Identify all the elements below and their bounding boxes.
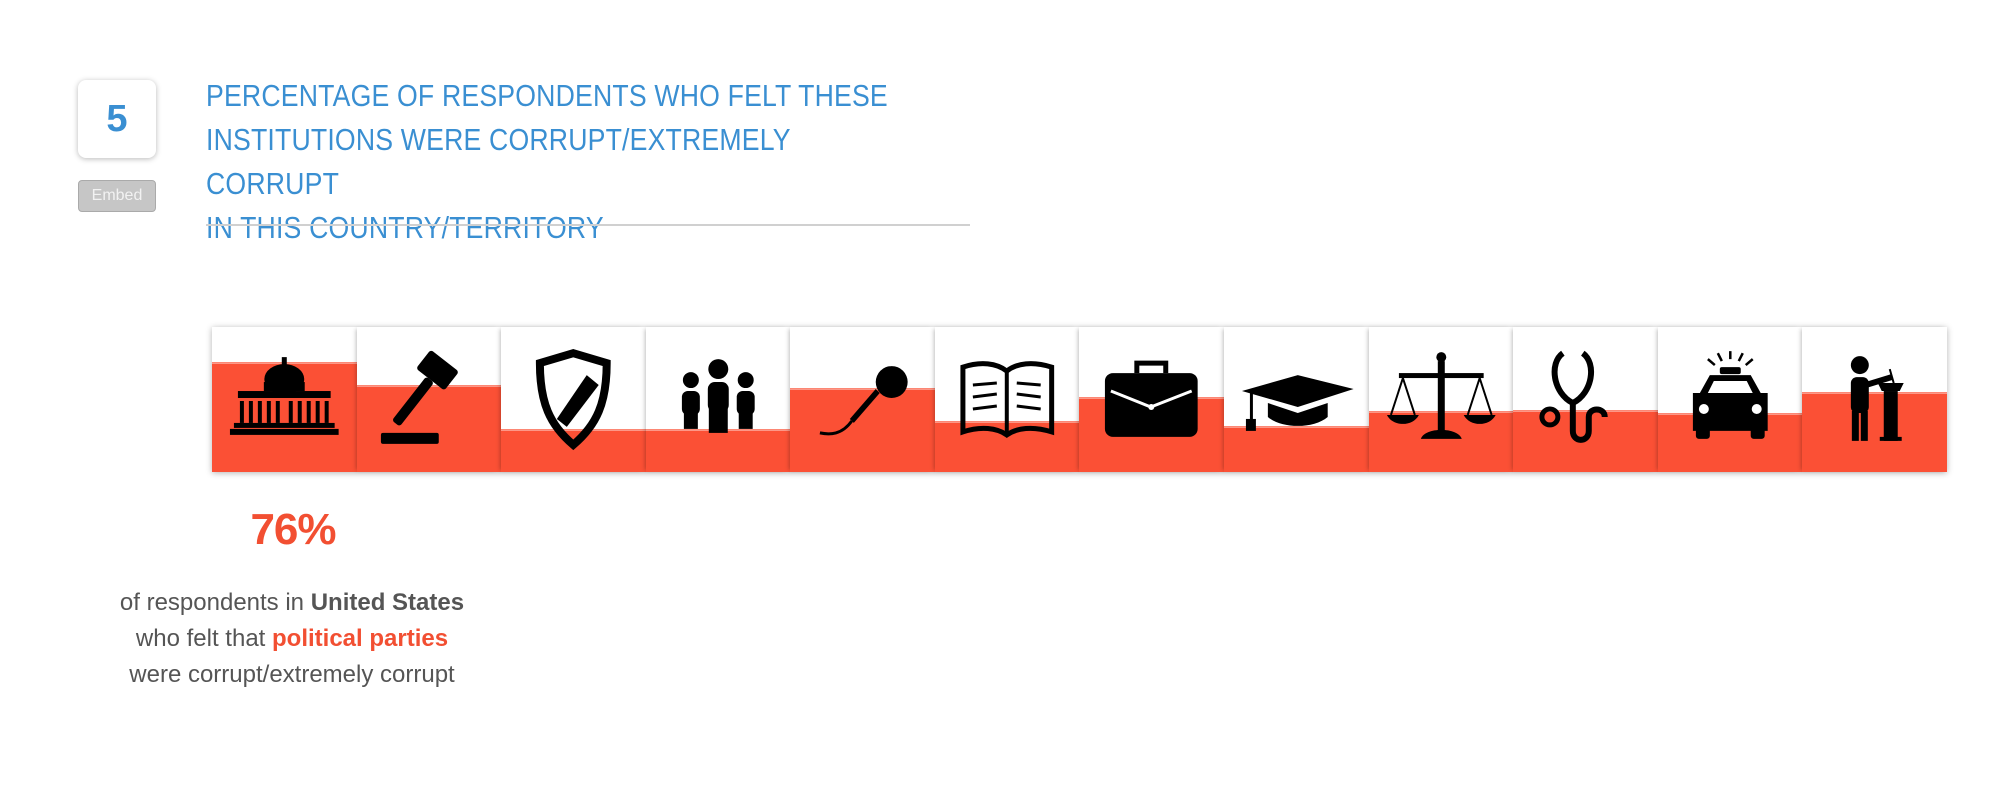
tile-gavel[interactable] <box>356 327 502 472</box>
bar-fill <box>645 425 791 472</box>
title-line-2: INSTITUTIONS WERE CORRUPT/EXTREMELY CORR… <box>206 122 791 201</box>
caption-country: United States <box>310 589 465 616</box>
tile-shield[interactable] <box>501 327 646 472</box>
selected-percent: 76% <box>250 505 336 554</box>
figure-number-badge: 5 <box>78 80 156 158</box>
tile-speaker-at-podium[interactable] <box>1802 327 1947 472</box>
tile-open-book[interactable] <box>934 327 1080 472</box>
title-line-1: PERCENTAGE OF RESPONDENTS WHO FELT THESE <box>206 78 888 113</box>
tile-police-car[interactable] <box>1657 327 1803 472</box>
shield-icon <box>536 348 611 451</box>
tile-capitol-building[interactable] <box>212 327 357 472</box>
scales-icon <box>1386 352 1496 439</box>
tile-briefcase[interactable] <box>1079 327 1225 472</box>
bar-fill <box>1802 389 1947 472</box>
stethoscope-icon <box>1539 350 1608 443</box>
microphone-icon <box>819 366 908 436</box>
graduation-cap-icon <box>1241 375 1354 431</box>
selected-caption: of respondents in United States who felt… <box>92 585 492 693</box>
caption-line-3: were corrupt/extremely corrupt <box>129 661 455 688</box>
gavel-icon <box>380 350 458 444</box>
tile-scales[interactable] <box>1368 327 1514 472</box>
chart-title: PERCENTAGE OF RESPONDENTS WHO FELT THESE… <box>206 74 894 250</box>
embed-button[interactable]: Embed <box>78 180 156 212</box>
title-line-3: IN THIS COUNTRY/TERRITORY <box>206 210 604 245</box>
caption-institution: political parties <box>272 625 449 652</box>
tile-people-group[interactable] <box>645 327 791 472</box>
people-group-icon <box>681 359 755 433</box>
open-book-icon <box>960 361 1055 438</box>
caption-prefix-2: who felt that <box>135 625 272 652</box>
tile-microphone[interactable] <box>790 327 935 472</box>
caption-prefix-1: of respondents in <box>119 589 311 616</box>
capitol-building-icon <box>229 357 339 435</box>
figure-number: 5 <box>106 97 128 140</box>
briefcase-icon <box>1105 360 1199 437</box>
bar-fill <box>790 384 935 472</box>
tile-graduation-cap[interactable] <box>1224 327 1369 472</box>
tile-stethoscope[interactable] <box>1513 327 1658 472</box>
title-divider <box>206 224 970 226</box>
institution-tiles <box>212 327 1947 472</box>
speaker-at-podium-icon <box>1851 356 1905 441</box>
bar-fill <box>501 425 646 472</box>
police-car-icon <box>1692 351 1768 439</box>
